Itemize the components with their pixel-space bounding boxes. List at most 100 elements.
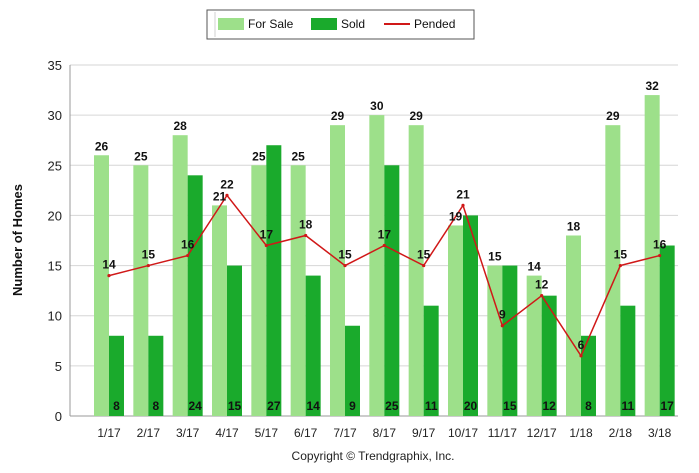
y-tick-label: 25	[48, 158, 62, 173]
bar-sold	[659, 245, 675, 416]
label-for-sale: 25	[134, 149, 148, 163]
bar-for-sale	[369, 115, 385, 417]
x-tick-label: 7/17	[333, 426, 357, 440]
x-tick-label: 6/17	[294, 426, 318, 440]
label-sold: 11	[621, 399, 634, 413]
label-sold: 15	[228, 399, 242, 413]
label-sold: 20	[464, 399, 478, 413]
label-sold: 8	[113, 399, 120, 413]
bar-for-sale	[644, 95, 660, 416]
bar-for-sale	[251, 165, 267, 416]
y-tick-label: 0	[55, 409, 62, 424]
y-axis: 0 5 10 15 20 25 30 35	[48, 58, 62, 424]
pended-point	[382, 243, 386, 248]
y-tick-label: 20	[48, 208, 62, 223]
label-pended: 12	[535, 278, 549, 292]
bar-sold	[384, 165, 400, 416]
pended-point	[304, 233, 308, 238]
label-pended: 15	[614, 248, 628, 262]
bar-sold	[148, 335, 164, 416]
pended-point	[658, 253, 662, 258]
x-tick-label: 9/17	[412, 426, 436, 440]
bars	[94, 95, 675, 417]
bar-for-sale	[290, 165, 306, 416]
bar-for-sale	[448, 225, 463, 416]
pended-point	[107, 274, 111, 278]
label-pended: 15	[142, 248, 156, 262]
x-tick-label: 4/17	[215, 426, 239, 440]
x-tick-label: 12/17	[527, 426, 557, 440]
label-for-sale: 29	[606, 109, 620, 123]
x-tick-label: 3/17	[176, 426, 200, 440]
label-for-sale: 21	[213, 189, 227, 203]
bar-sold	[423, 305, 439, 416]
x-tick-label: 3/18	[648, 426, 672, 440]
bar-for-sale	[94, 155, 109, 416]
label-pended: 15	[417, 248, 431, 262]
bar-for-sale	[487, 265, 503, 416]
label-sold: 11	[425, 399, 438, 413]
bar-for-sale	[172, 135, 188, 416]
label-for-sale: 26	[95, 139, 109, 153]
pended-point	[186, 253, 190, 258]
bar-for-sale	[526, 275, 542, 416]
label-for-sale: 29	[409, 109, 423, 123]
label-sold: 24	[188, 399, 202, 413]
bar-sold	[305, 275, 321, 416]
label-pended: 9	[499, 308, 506, 322]
bar-for-sale	[566, 235, 581, 416]
label-pended: 6	[578, 338, 585, 352]
copyright-footer: Copyright © Trendgraphix, Inc.	[292, 449, 455, 463]
bar-for-sale	[408, 125, 424, 417]
label-for-sale: 15	[488, 250, 502, 264]
x-tick-label: 1/17	[97, 426, 121, 440]
x-tick-label: 2/18	[609, 426, 633, 440]
label-sold: 9	[349, 399, 356, 413]
label-for-sale: 28	[173, 119, 187, 133]
label-pended: 16	[653, 238, 667, 252]
label-for-sale: 32	[645, 79, 659, 93]
label-sold: 25	[385, 399, 399, 413]
label-pended: 18	[299, 217, 313, 231]
bar-for-sale	[133, 165, 149, 416]
x-tick-label: 10/17	[448, 426, 478, 440]
label-for-sale: 29	[331, 109, 345, 123]
x-tick-label: 11/17	[488, 426, 517, 440]
pended-point	[500, 324, 504, 328]
x-tick-label: 1/18	[569, 426, 593, 440]
bar-sold	[541, 295, 557, 416]
label-pended: 17	[260, 228, 274, 242]
label-pended: 15	[338, 248, 352, 262]
bar-sold	[463, 215, 478, 416]
legend-swatch	[311, 18, 337, 30]
y-tick-label: 35	[48, 58, 62, 73]
pended-point	[422, 263, 426, 268]
label-sold: 15	[503, 399, 517, 413]
bar-sold	[227, 265, 242, 416]
pended-point	[618, 263, 622, 268]
label-pended: 22	[220, 177, 234, 191]
pended-point	[461, 203, 465, 207]
label-for-sale: 14	[527, 260, 541, 274]
x-tick-label: 2/17	[137, 426, 161, 440]
legend-swatch	[218, 18, 244, 30]
label-pended: 17	[378, 228, 392, 242]
legend-box	[206, 9, 475, 40]
label-pended: 21	[456, 187, 470, 201]
pended-point	[225, 193, 229, 197]
label-for-sale: 18	[567, 219, 581, 233]
bar-sold	[187, 175, 203, 416]
label-pended: 16	[181, 238, 195, 252]
y-tick-label: 15	[48, 259, 62, 274]
label-sold: 14	[306, 399, 320, 413]
label-sold: 17	[660, 399, 674, 413]
y-tick-label: 5	[55, 359, 62, 374]
bar-for-sale	[212, 205, 227, 416]
x-tick-label: 5/17	[255, 426, 279, 440]
label-sold: 12	[542, 399, 556, 413]
x-axis: 1/17 2/17 3/17 4/17 5/17 6/17 7/17 8/17 9/17 10/1…	[97, 426, 671, 440]
bar-sold	[581, 335, 596, 416]
label-sold: 8	[152, 399, 159, 413]
legend-separator	[214, 12, 216, 37]
label-sold: 8	[585, 399, 592, 413]
